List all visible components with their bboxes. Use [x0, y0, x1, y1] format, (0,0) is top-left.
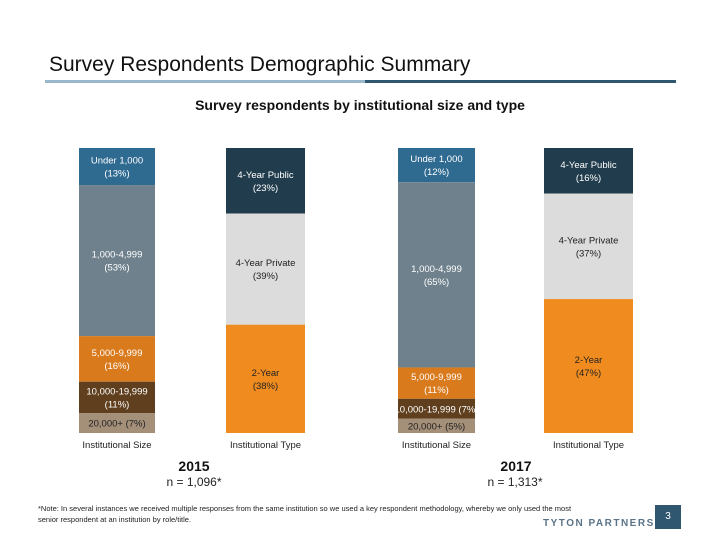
chart-subtitle: Survey respondents by institutional size…: [195, 97, 525, 113]
bar-segment-2017-4-year-public: [544, 148, 633, 194]
segment-label-2017-4-year-public: 4-Year Public: [560, 160, 616, 171]
segment-label-2017-4-year-private: 4-Year Private: [559, 235, 619, 246]
brand-logo: TYTON PARTNERS: [543, 518, 655, 529]
bar-segment-2017-1-000-4-999: [398, 182, 475, 368]
segment-label-2015-20-000-7: 20,000+ (7%): [88, 419, 145, 430]
segment-label-2015-4-year-public-pct: (23%): [253, 183, 278, 194]
title-rule-dark: [365, 80, 676, 83]
segment-label-2015-1-000-4-999: 1,000-4,999: [92, 250, 143, 261]
category-label-2015-institutional-size: Institutional Size: [82, 440, 151, 451]
segment-label-2015-5-000-9-999: 5,000-9,999: [92, 348, 143, 359]
footnote: *Note: In several instances we received …: [38, 504, 572, 524]
category-label-2015-institutional-type: Institutional Type: [230, 440, 301, 451]
year-2015-label: 2015: [178, 458, 210, 474]
segment-label-2017-5-000-9-999: 5,000-9,999: [411, 372, 462, 383]
segment-label-2015-under-1-000-pct: (13%): [104, 169, 129, 180]
bar-segment-2015-under-1-000: [79, 148, 155, 186]
segment-label-2017-5-000-9-999-pct: (11%): [424, 385, 449, 396]
page-title: Survey Respondents Demographic Summary: [49, 53, 471, 76]
page-number: 3: [655, 505, 681, 529]
title-rule-light: [45, 80, 365, 83]
n-2017-label: n = 1,313*: [487, 475, 543, 489]
category-label-2017-institutional-type: Institutional Type: [553, 440, 624, 451]
bar-segment-2017-under-1-000: [398, 148, 475, 183]
segment-label-2015-2-year: 2-Year: [252, 368, 280, 379]
segment-label-2015-5-000-9-999-pct: (16%): [104, 361, 129, 372]
segment-label-2015-1-000-4-999-pct: (53%): [104, 263, 129, 274]
bar-segment-2015-4-year-private: [226, 213, 305, 325]
segment-label-2017-4-year-private-pct: (37%): [576, 248, 601, 259]
bar-segment-2015-10-000-19-999: [79, 381, 155, 414]
bar-segment-2017-20-000-5: [398, 418, 475, 433]
segment-label-2017-2-year: 2-Year: [575, 355, 603, 366]
bar-segment-2017-4-year-private: [544, 193, 633, 300]
bar-segment-2015-4-year-public: [226, 148, 305, 214]
bar-segment-2015-1-000-4-999: [79, 185, 155, 337]
segment-label-2015-10-000-19-999: 10,000-19,999: [86, 386, 147, 397]
bar-segment-2017-2-year: [544, 299, 633, 433]
category-label-2017-institutional-size: Institutional Size: [402, 440, 471, 451]
bar-segment-2015-2-year: [226, 324, 305, 433]
segment-label-2017-1-000-4-999-pct: (65%): [424, 277, 449, 288]
segment-label-2017-20-000-5: 20,000+ (5%): [408, 421, 465, 432]
segment-label-2017-1-000-4-999: 1,000-4,999: [411, 264, 462, 275]
segment-label-2015-4-year-public: 4-Year Public: [237, 170, 293, 181]
bar-segment-2015-20-000-7: [79, 413, 155, 433]
segment-label-2017-2-year-pct: (47%): [576, 368, 601, 379]
bar-segment-2015-5-000-9-999: [79, 336, 155, 382]
segment-label-2017-4-year-public-pct: (16%): [576, 173, 601, 184]
bar-segment-2017-5-000-9-999: [398, 367, 475, 399]
year-2017-label: 2017: [500, 458, 532, 474]
segment-label-2015-4-year-private: 4-Year Private: [236, 258, 296, 269]
segment-label-2015-under-1-000: Under 1,000: [91, 156, 143, 167]
bar-segment-2017-10-000-19-999-7: [398, 398, 475, 419]
segment-label-2017-10-000-19-999-7: 10,000-19,999 (7%): [395, 404, 479, 415]
n-2015-label: n = 1,096*: [166, 475, 222, 489]
segment-label-2017-under-1-000-pct: (12%): [424, 167, 449, 178]
segment-label-2015-2-year-pct: (38%): [253, 381, 278, 392]
segment-label-2015-4-year-private-pct: (39%): [253, 271, 278, 282]
segment-label-2015-10-000-19-999-pct: (11%): [105, 399, 130, 410]
segment-label-2017-under-1-000: Under 1,000: [410, 154, 462, 165]
